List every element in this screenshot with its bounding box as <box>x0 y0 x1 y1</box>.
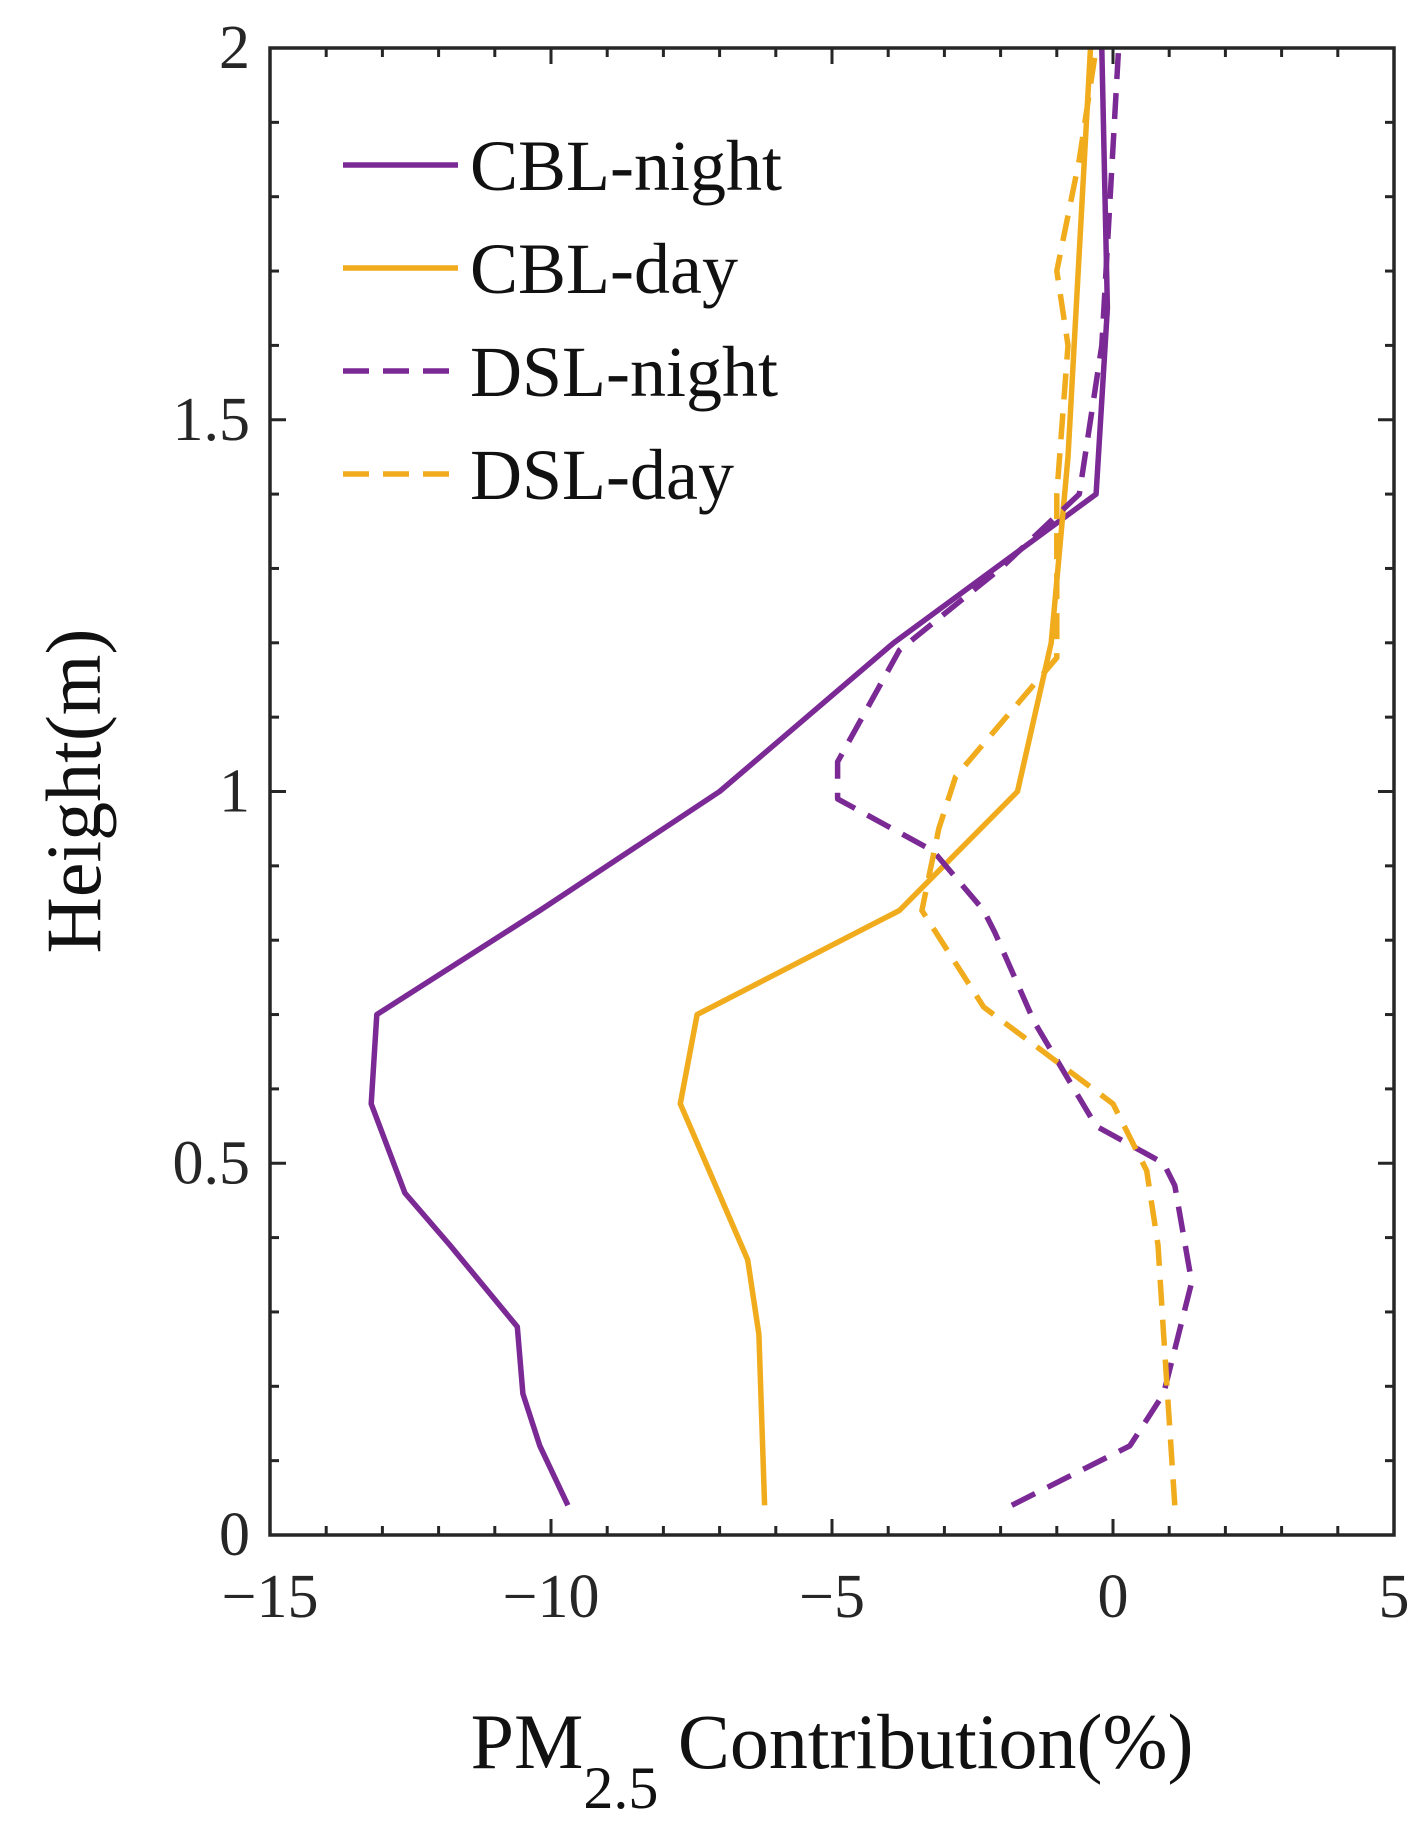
x-tick-label: 5 <box>1379 1563 1410 1631</box>
tick-labels: −15 −10 −5 0 5 0 0.5 1 1.5 2 <box>173 14 1410 1631</box>
y-axis-label: Height(m) <box>30 629 117 954</box>
x-axis-label-suffix: Contribution(%) <box>658 1698 1193 1785</box>
y-tick-label: 1 <box>219 758 250 826</box>
y-tick-label: 1.5 <box>173 386 251 454</box>
x-axis-label: PM2.5 Contribution(%) <box>471 1698 1194 1821</box>
y-tick-label: 2 <box>219 14 250 82</box>
x-tick-label: −5 <box>799 1563 865 1631</box>
x-tick-label: −15 <box>222 1563 319 1631</box>
plot-frame <box>268 46 1396 1537</box>
legend-label-dsl-night: DSL-night <box>470 332 778 412</box>
legend-label-dsl-day: DSL-day <box>470 435 734 515</box>
legend-label-cbl-night: CBL-night <box>470 126 782 206</box>
x-tick-label: 0 <box>1098 1563 1129 1631</box>
x-tick-label: −10 <box>503 1563 600 1631</box>
y-tick-label: 0 <box>219 1501 250 1569</box>
series-line-dsl-day <box>919 47 1178 1506</box>
y-tick-label: 0.5 <box>173 1129 251 1197</box>
x-axis-label-subscript: 2.5 <box>583 1755 658 1821</box>
series-line-dsl-night <box>834 47 1195 1508</box>
legend: CBL-night CBL-day DSL-night DSL-day <box>343 126 782 515</box>
legend-label-cbl-day: CBL-day <box>470 229 738 309</box>
series-lines <box>368 47 1195 1508</box>
series-line-cbl-day <box>677 47 1094 1506</box>
